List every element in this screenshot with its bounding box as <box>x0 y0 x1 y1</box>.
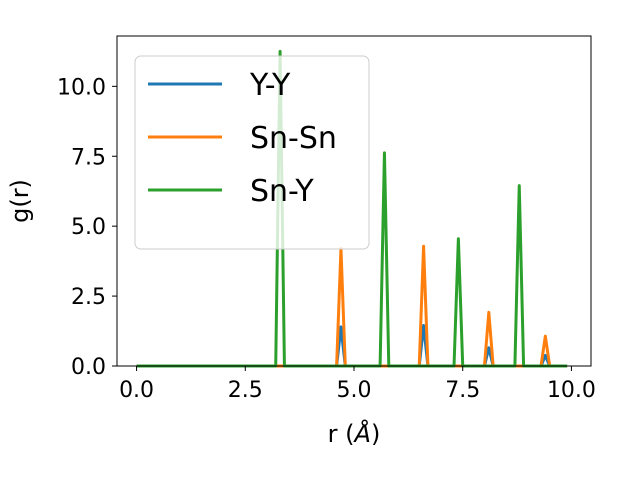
legend-box <box>134 55 370 250</box>
x-tick-label: 10.0 <box>547 378 596 403</box>
y-tick-label: 2.5 <box>71 285 106 310</box>
y-tick-label: 5.0 <box>71 215 106 240</box>
y-tick-label: 0.0 <box>71 355 106 380</box>
y-axis-label: g(r) <box>6 179 34 223</box>
x-tick-label: 2.5 <box>228 378 263 403</box>
x-tick-label: 0.0 <box>119 378 154 403</box>
y-tick-label: 7.5 <box>71 145 106 170</box>
x-axis: 0.0 2.5 5.0 7.5 10.0 <box>119 366 596 403</box>
series-line-sn-sn <box>136 244 568 368</box>
y-tick-label: 10.0 <box>57 75 106 100</box>
y-axis: 0.0 2.5 5.0 7.5 10.0 <box>57 75 117 380</box>
series-line-y-y <box>136 323 568 368</box>
x-tick-label: 7.5 <box>445 378 480 403</box>
x-tick-label: 5.0 <box>337 378 372 403</box>
legend-label-sn-sn: Sn-Sn <box>250 121 337 156</box>
legend-label-sn-y: Sn-Y <box>250 174 314 209</box>
legend: Y-Y Sn-Sn Sn-Y <box>134 55 370 250</box>
legend-label-y-y: Y-Y <box>249 68 291 103</box>
x-axis-label: r (Å) <box>328 419 381 448</box>
